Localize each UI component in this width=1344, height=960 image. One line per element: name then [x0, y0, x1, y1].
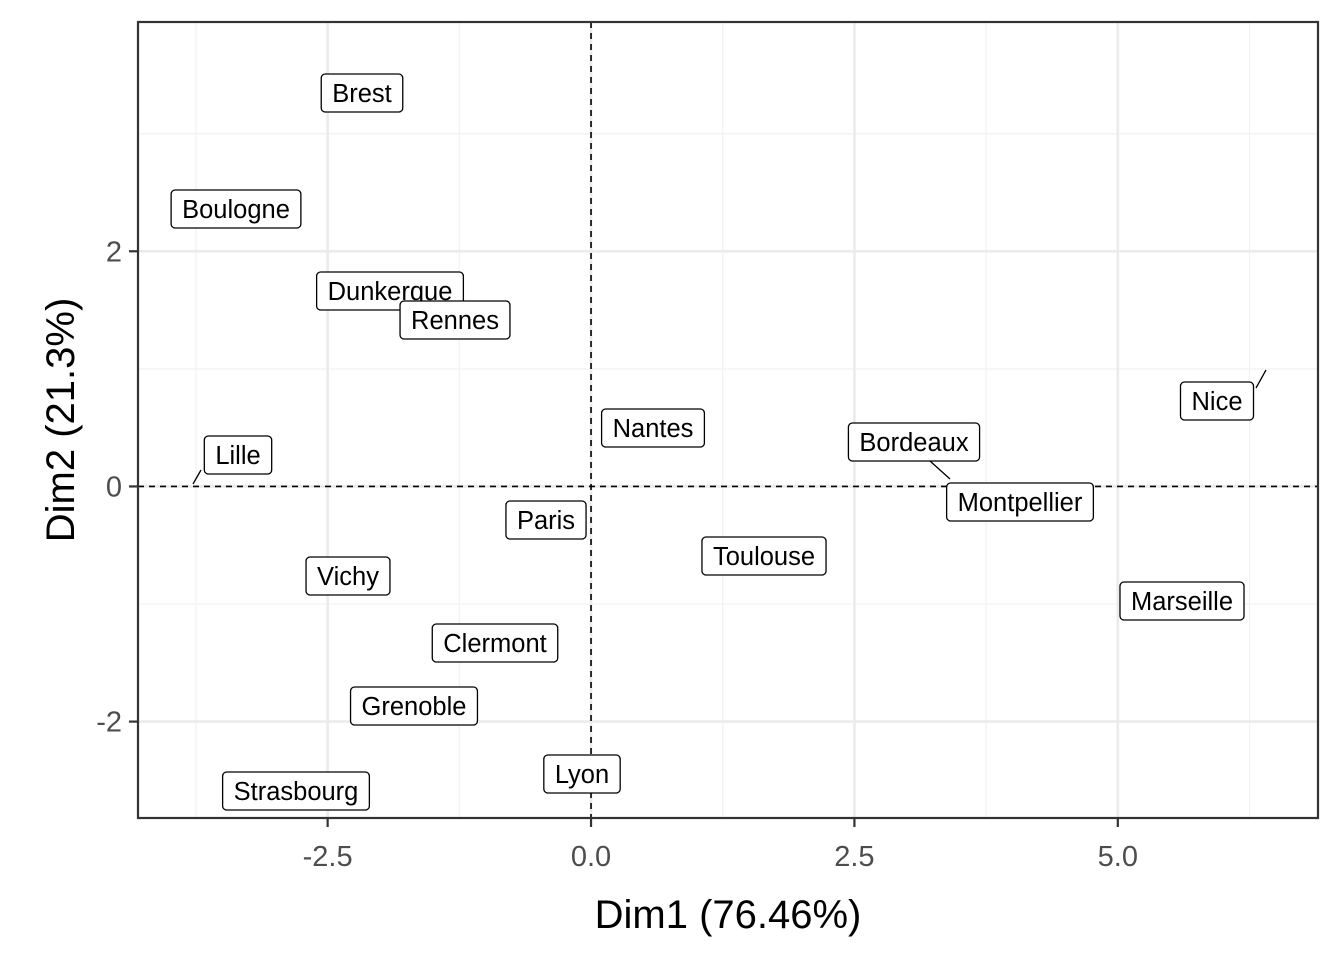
label-text: Montpellier [958, 489, 1083, 517]
label-text: Marseille [1131, 588, 1233, 616]
label-box [945, 482, 1095, 522]
point-label-vichy: Vichy [305, 556, 391, 596]
point-label-clermont: Clermont [431, 623, 559, 663]
point-label-toulouse: Toulouse [701, 536, 827, 576]
y-tick-label: 0 [106, 471, 122, 503]
label-box [349, 686, 479, 726]
x-tick-label: -2.5 [303, 841, 353, 873]
label-box [203, 435, 273, 475]
point-label-lyon: Lyon [543, 754, 621, 794]
grid [138, 22, 1318, 818]
point-label-boulogne: Boulogne [170, 189, 302, 229]
label-box [701, 536, 827, 576]
point-label-brest: Brest [320, 73, 404, 113]
label-text: Rennes [411, 307, 499, 335]
label-box [170, 189, 302, 229]
leader-line [1255, 369, 1267, 389]
point-label-montpellier: Montpellier [945, 482, 1095, 522]
x-tick-label: 5.0 [1098, 841, 1138, 873]
label-box [399, 300, 511, 340]
label-box [320, 73, 404, 113]
label-box [543, 754, 621, 794]
label-box [431, 623, 559, 663]
y-tick-label: -2 [96, 707, 122, 739]
point-label-marseille: Marseille [1119, 581, 1245, 621]
label-text: Strasbourg [234, 778, 359, 806]
x-tick-label: 0.0 [571, 841, 611, 873]
label-box [600, 408, 706, 448]
label-text: Nantes [613, 415, 694, 443]
label-text: Paris [517, 507, 575, 535]
point-label-grenoble: Grenoble [349, 686, 479, 726]
label-text: Grenoble [362, 693, 467, 721]
label-text: Nice [1191, 388, 1242, 416]
label-text: Vichy [317, 563, 379, 591]
y-tick-label: 2 [106, 236, 122, 268]
label-text: Lyon [555, 761, 609, 789]
label-box [221, 771, 371, 811]
label-text: Lille [215, 442, 260, 470]
point-label-strasbourg: Strasbourg [221, 771, 371, 811]
x-tick-label: 2.5 [834, 841, 874, 873]
point-label-nantes: Nantes [600, 408, 706, 448]
axis-ticks: -2.5 0.0 2.5 5.0 -2 0 2 [96, 236, 1138, 873]
leader-line [929, 460, 951, 480]
label-box [305, 556, 391, 596]
leader-line [192, 469, 202, 485]
label-box [847, 422, 981, 462]
label-text: Toulouse [713, 543, 815, 571]
x-axis-title: Dim1 (76.46%) [595, 893, 862, 937]
label-box [505, 500, 587, 540]
label-text: Brest [332, 80, 392, 108]
label-text: Bordeaux [859, 429, 968, 457]
y-axis-title: Dim2 (21.3%) [39, 298, 83, 543]
label-text: Boulogne [182, 196, 290, 224]
point-label-paris: Paris [505, 500, 587, 540]
reference-lines [138, 22, 1318, 818]
label-box [1179, 381, 1255, 421]
point-label-nice: Nice [1179, 381, 1255, 421]
label-leaders [192, 369, 1267, 485]
point-label-rennes: Rennes [399, 300, 511, 340]
label-box [1119, 581, 1245, 621]
point-label-bordeaux: Bordeaux [847, 422, 981, 462]
label-text: Clermont [443, 630, 546, 658]
panel-border [136, 20, 1320, 820]
point-label-lille: Lille [203, 435, 273, 475]
